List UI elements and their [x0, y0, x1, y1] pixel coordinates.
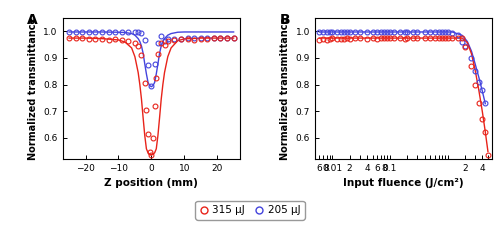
Y-axis label: Normalized transmittance: Normalized transmittance [280, 17, 290, 160]
X-axis label: Input fluence (J/cm²): Input fluence (J/cm²) [344, 178, 464, 188]
Text: B: B [280, 12, 290, 27]
Y-axis label: Normalized transmittance: Normalized transmittance [28, 17, 38, 160]
Text: A: A [27, 12, 38, 27]
Legend: 315 μJ, 205 μJ: 315 μJ, 205 μJ [196, 201, 304, 220]
X-axis label: Z position (mm): Z position (mm) [104, 178, 198, 188]
